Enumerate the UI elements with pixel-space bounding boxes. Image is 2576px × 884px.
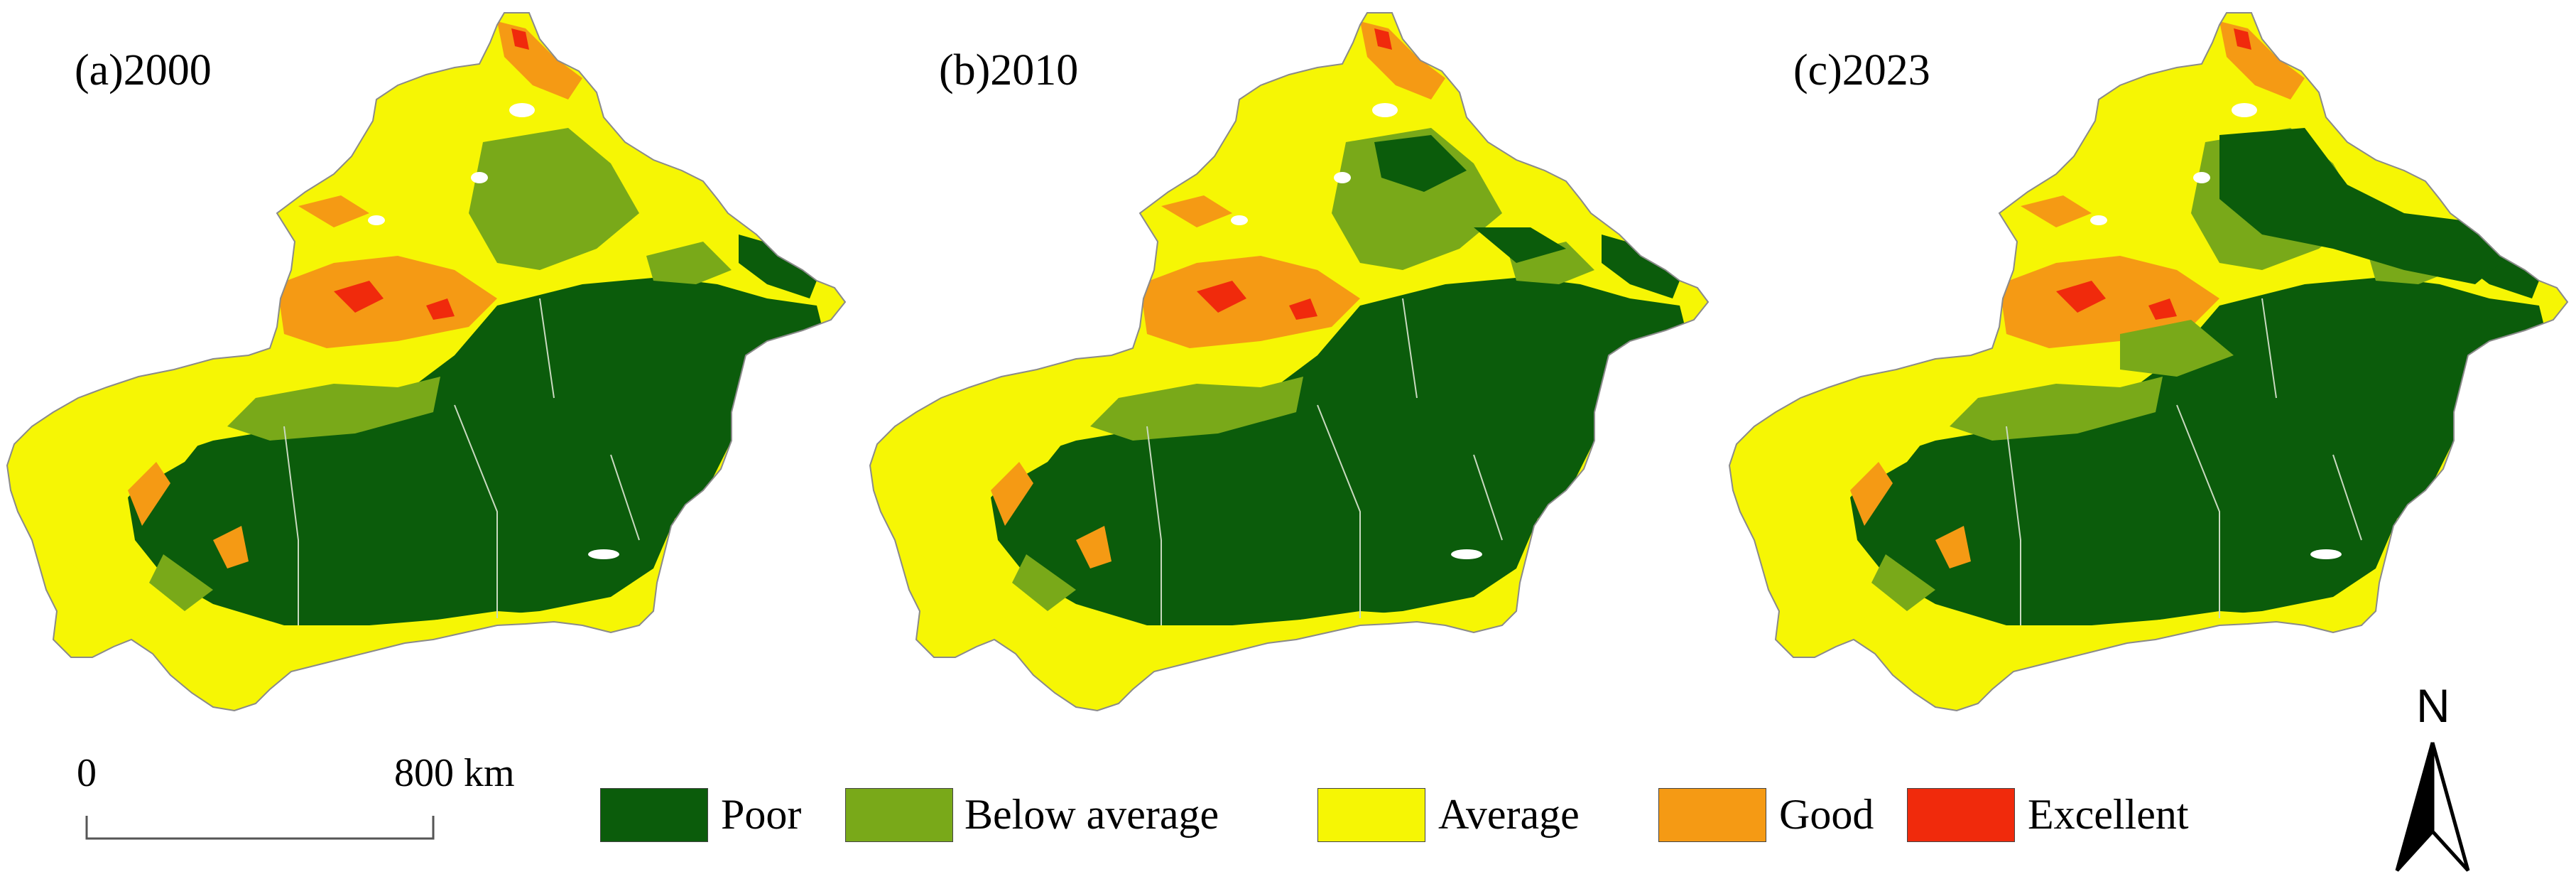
north-arrow-label: N (2416, 679, 2450, 732)
scale-bar-end-label: 800 km (394, 751, 515, 795)
scale-bar-start-label: 0 (77, 751, 97, 795)
map-panel-2000 (6, 12, 846, 711)
legend-label-average: Average (1438, 791, 1580, 838)
map-panel-2010 (869, 12, 1709, 711)
legend-swatch-good (1658, 788, 1766, 842)
legend-label-good: Good (1779, 791, 1874, 838)
legend-swatch-poor (600, 788, 708, 842)
legend-label-excellent: Excellent (2028, 791, 2189, 838)
legend-label-below-average: Below average (964, 791, 1219, 838)
legend-label-poor: Poor (721, 791, 802, 838)
legend-swatch-below-average (845, 788, 953, 842)
panel-title-2000: (a)2000 (75, 46, 212, 95)
map-panel-2023 (1729, 12, 2568, 711)
legend-swatch-excellent (1907, 788, 2015, 842)
panel-title-2010: (b)2010 (939, 46, 1079, 95)
north-arrow-icon (2395, 742, 2470, 872)
scale-bar (85, 816, 435, 840)
panel-title-2023: (c)2023 (1793, 46, 1930, 95)
legend-swatch-average (1317, 788, 1425, 842)
